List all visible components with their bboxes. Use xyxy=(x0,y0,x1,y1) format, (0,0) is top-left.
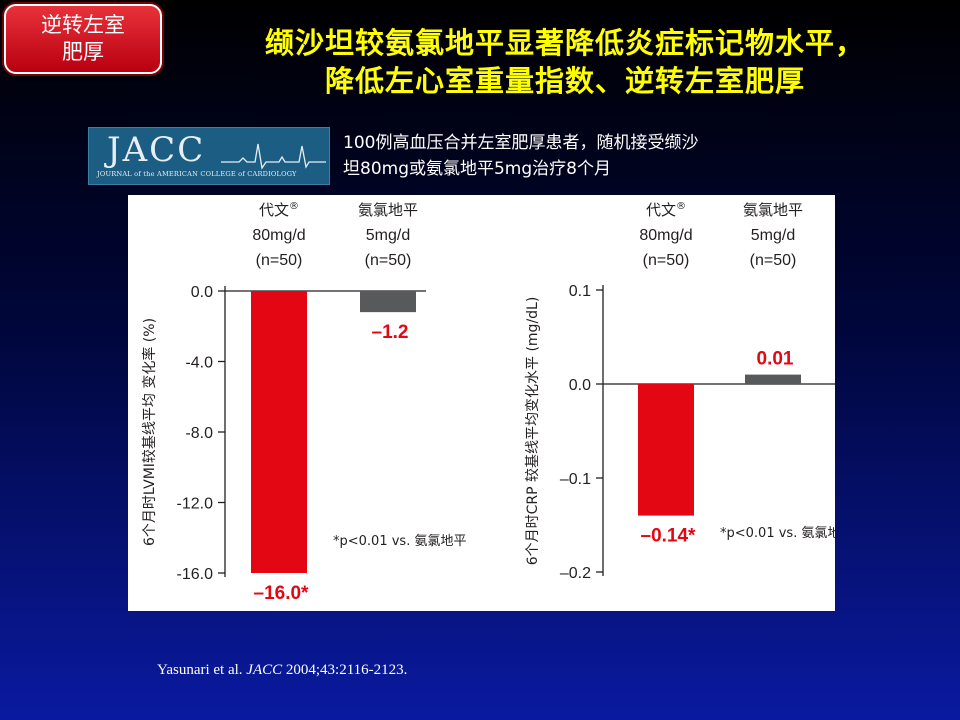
lvmi-data-label: –1.2 xyxy=(372,322,409,343)
citation: Yasunari et al. JACC 2004;43:2116-2123. xyxy=(157,662,407,679)
lvmi-category-n: (n=50) xyxy=(365,252,412,269)
lvmi-category-n: (n=50) xyxy=(256,252,303,269)
lvmi-bar-amlodipine xyxy=(360,291,416,313)
crp-category-name: 代文® xyxy=(646,201,686,219)
crp-category-name: 氨氯地平 xyxy=(743,201,803,219)
ecg-wave-icon xyxy=(221,143,326,170)
lvmi-category-name: 代文® xyxy=(259,201,299,219)
crp-y-tick-label: –0.1 xyxy=(560,471,591,488)
lvmi-y-tick-label: -12.0 xyxy=(177,496,214,513)
crp-bar-amlodipine xyxy=(745,374,801,384)
citation-journal: JACC xyxy=(246,662,283,678)
lvmi-data-label: –16.0* xyxy=(254,583,310,604)
slide-title: 缬沙坦较氨氯地平显著降低炎症标记物水平， 降低左心室重量指数、逆转左室肥厚 xyxy=(170,24,960,100)
lvmi-y-tick-label: -4.0 xyxy=(185,355,213,372)
topic-badge: 逆转左室 肥厚 xyxy=(4,4,162,74)
lvmi-category-registered-mark: ® xyxy=(289,201,299,212)
crp-category-n: (n=50) xyxy=(750,252,797,269)
topic-badge-line2: 肥厚 xyxy=(62,40,104,64)
crp-data-label: –0.14* xyxy=(641,526,697,547)
lvmi-category-name: 氨氯地平 xyxy=(358,201,418,219)
crp-category-registered-mark: ® xyxy=(676,201,686,212)
lvmi-significance-note: *p<0.01 vs. 氨氯地平 xyxy=(333,534,466,549)
study-description-line2: 坦80mg或氨氯地平5mg治疗8个月 xyxy=(343,159,611,179)
jacc-logo: JACC JOURNAL of the AMERICAN COLLEGE of … xyxy=(88,127,330,185)
jacc-logo-word: JACC xyxy=(107,130,206,170)
lvmi-y-tick-label: 0.0 xyxy=(191,284,213,301)
citation-ref: 2004;43:2116-2123. xyxy=(282,662,408,678)
study-description: 100例高血压合并左室肥厚患者，随机接受缬沙 坦80mg或氨氯地平5mg治疗8个… xyxy=(343,130,863,182)
slide-title-line2: 降低左心室重量指数、逆转左室肥厚 xyxy=(324,64,805,98)
charts-svg: 0.0 -4.0 -8.0 -12.0 -16.0 6个月时LVMI较基线平均 变化率 (… xyxy=(141,201,835,604)
crp-y-tick-label: –0.2 xyxy=(560,565,591,582)
lvmi-y-tick-label: -8.0 xyxy=(185,425,213,442)
crp-category-dose: 5mg/d xyxy=(751,227,795,244)
lvmi-bar-valsartan xyxy=(251,291,307,573)
lvmi-category-dose: 5mg/d xyxy=(366,227,410,244)
lvmi-y-axis-label: 6个月时LVMI较基线平均 变化率 (%) xyxy=(141,318,158,546)
crp-category-dose: 80mg/d xyxy=(639,227,692,244)
lvmi-category-dose: 80mg/d xyxy=(252,227,305,244)
jacc-logo-subtitle: JOURNAL of the AMERICAN COLLEGE of CARDI… xyxy=(97,170,297,178)
slide-title-line1: 缬沙坦较氨氯地平显著降低炎症标记物水平， xyxy=(264,26,865,60)
crp-y-axis-label: 6个月时CRP 较基线平均变化水平 (mg/dL) xyxy=(524,297,541,566)
crp-significance-note: *p<0.01 vs. 氨氯地平 xyxy=(720,526,835,541)
crp-data-label: 0.01 xyxy=(757,349,794,370)
crp-y-tick-label: 0.1 xyxy=(569,283,591,300)
lvmi-y-tick-label: -16.0 xyxy=(177,566,214,583)
chart-panel: 0.0 -4.0 -8.0 -12.0 -16.0 6个月时LVMI较基线平均 变化率 (… xyxy=(128,195,835,611)
crp-category-n: (n=50) xyxy=(643,252,690,269)
crp-y-tick-label: 0.0 xyxy=(569,377,591,394)
study-description-line1: 100例高血压合并左室肥厚患者，随机接受缬沙 xyxy=(343,133,699,153)
citation-authors: Yasunari et al. xyxy=(157,662,247,678)
topic-badge-line1: 逆转左室 xyxy=(41,13,125,37)
crp-bar-valsartan xyxy=(638,384,694,516)
